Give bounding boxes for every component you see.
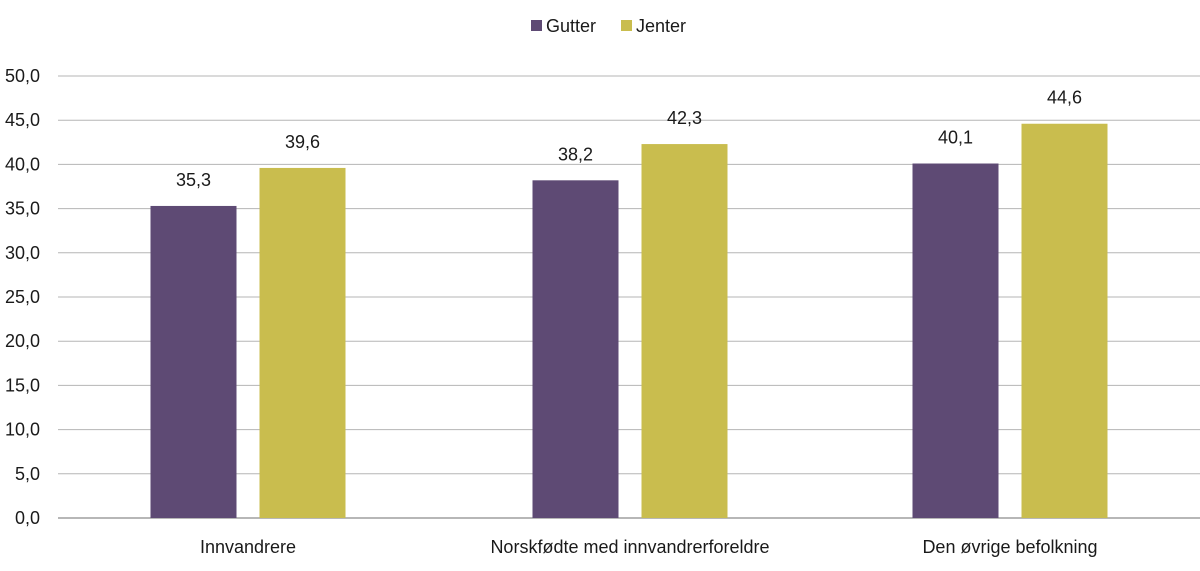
bar-jenter-0	[259, 167, 346, 518]
data-label: 38,2	[558, 144, 593, 164]
legend-swatch	[621, 20, 632, 31]
legend-label: Jenter	[636, 16, 686, 36]
y-tick-label: 50,0	[5, 66, 40, 86]
data-label: 44,6	[1047, 88, 1082, 108]
y-tick-label: 35,0	[5, 199, 40, 219]
y-tick-label: 45,0	[5, 110, 40, 130]
y-tick-label: 15,0	[5, 375, 40, 395]
legend-swatch	[531, 20, 542, 31]
x-category-label: Innvandrere	[200, 537, 296, 557]
data-labels: 35,3 38,2 40,1 39,6 42,3 44,6	[176, 88, 1082, 190]
legend: Gutter Jenter	[531, 16, 686, 36]
y-axis-tick-labels: 0,0 5,0 10,0 15,0 20,0 25,0 30,0 35,0 40,0 45,0 50…	[5, 66, 40, 528]
data-label: 40,1	[938, 128, 973, 148]
y-tick-label: 20,0	[5, 331, 40, 351]
y-tick-label: 0,0	[15, 508, 40, 528]
bar-gutter-0	[150, 205, 237, 518]
y-tick-label: 5,0	[15, 464, 40, 484]
bar-gutter-1	[532, 180, 619, 518]
x-category-label: Den øvrige befolkning	[922, 537, 1097, 557]
bar-jenter-1	[641, 144, 728, 518]
y-tick-label: 10,0	[5, 420, 40, 440]
data-label: 35,3	[176, 170, 211, 190]
x-axis-category-labels: Innvandrere Norskfødte med innvandrerfore…	[200, 537, 1098, 557]
data-label: 42,3	[667, 108, 702, 128]
legend-label: Gutter	[546, 16, 596, 36]
y-tick-label: 25,0	[5, 287, 40, 307]
bars	[150, 123, 1108, 519]
legend-item-jenter: Jenter	[621, 16, 686, 36]
y-tick-label: 40,0	[5, 154, 40, 174]
data-label: 39,6	[285, 132, 320, 152]
gridlines	[58, 75, 1200, 519]
legend-item-gutter: Gutter	[531, 16, 596, 36]
bar-jenter-2	[1021, 123, 1108, 519]
bar-gutter-2	[912, 163, 999, 519]
y-tick-label: 30,0	[5, 243, 40, 263]
x-category-label: Norskfødte med innvandrerforeldre	[490, 537, 769, 557]
